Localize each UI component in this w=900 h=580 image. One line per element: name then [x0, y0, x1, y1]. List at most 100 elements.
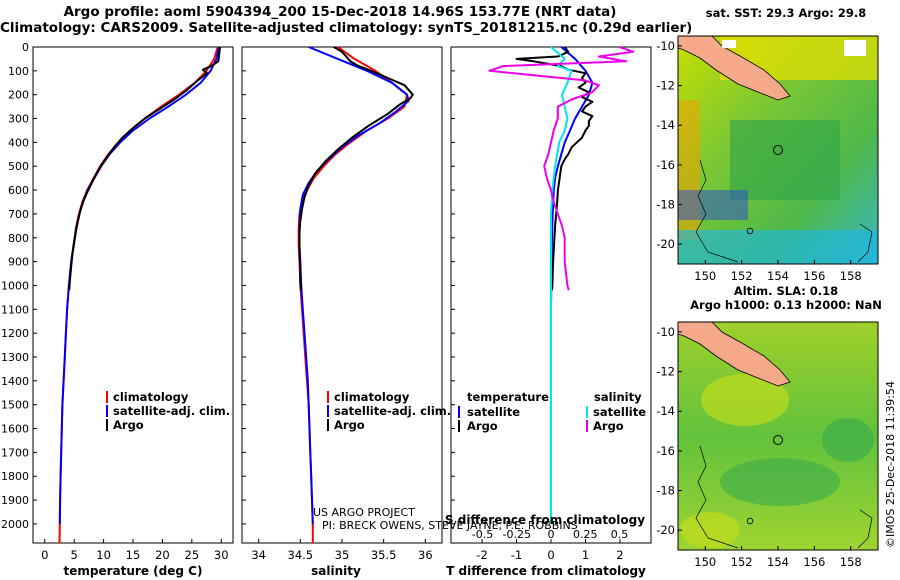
x-tick-label: 0: [41, 548, 48, 562]
map-y-tick-label: -10: [656, 325, 675, 339]
map-x-tick-label: 154: [767, 555, 789, 569]
map-y-tick-label: -14: [656, 118, 675, 132]
legend-satellite-label: satellite-adj. clim.: [113, 404, 230, 418]
y-tick-label: 1600: [1, 423, 29, 436]
x-tick-label: 2: [616, 548, 623, 562]
sla-argo-location: [773, 435, 783, 445]
map-y-tick-label: -18: [656, 198, 675, 212]
y-tick-label: 1700: [1, 446, 29, 459]
sla-map: 150 152 154 156 158 -10 -12 -14 -16 -18 -20: [656, 321, 879, 569]
sst-shelf-contour: [695, 159, 739, 263]
series-salinity-argo: [488, 46, 635, 291]
sla-map-title-1: Altim. SLA: 0.18: [733, 284, 839, 298]
map-x-tick-label: 156: [803, 555, 825, 569]
temperature-xlabel: temperature (deg C): [64, 564, 203, 578]
map-y-tick-label: -16: [656, 158, 675, 172]
y-tick-label: 1000: [1, 279, 29, 292]
y-tick-label: 900: [8, 256, 29, 269]
sst-blue-strip: [678, 190, 748, 220]
map-x-tick-label: 154: [767, 269, 789, 283]
legend-satellite-label: satellite-adj. clim.: [334, 404, 451, 418]
legend-argo-label: Argo: [113, 418, 144, 432]
x-tick-label: 34.5: [288, 548, 314, 562]
x-tick-label: 20: [155, 548, 170, 562]
x-tick-label: 0: [547, 548, 554, 562]
difference-xlabel: T difference from climatology: [446, 564, 646, 578]
y-tick-label: 1100: [1, 303, 29, 316]
x-tick-label: 35: [335, 548, 350, 562]
map-x-tick-label: 158: [840, 555, 862, 569]
x-tick-label: 25: [185, 548, 200, 562]
legend-temperature-header: temperature: [467, 390, 549, 404]
x-tick-label: 34: [251, 548, 266, 562]
y-tick-label: 2000: [1, 518, 29, 531]
temperature-plot-frame: [32, 46, 234, 544]
sla-coast-land: [677, 321, 791, 387]
difference-panel: -2 -1 0 1 2 -0.5 -0.25 0 0.25 0.5 S difference fr…: [445, 46, 652, 578]
series-satellite-adj-clim-: [298, 46, 410, 524]
sla-secondary-marker: [746, 517, 754, 525]
map-x-tick-label: 152: [731, 555, 753, 569]
x-tick-label: 36: [418, 548, 433, 562]
y-tick-label: 1200: [1, 327, 29, 340]
map-y-tick-label: -18: [656, 484, 675, 498]
y-tick-label: 100: [8, 65, 29, 78]
sst-cloud-1: [844, 40, 866, 56]
map-y-tick-label: -12: [656, 79, 675, 93]
legend-salinity-header: salinity: [594, 390, 642, 404]
credit-line-1: US ARGO PROJECT: [313, 506, 415, 519]
legend-s-satellite-label: satellite: [593, 405, 646, 419]
x-tick-label: -2: [476, 548, 487, 562]
x-tick-label: 5: [71, 548, 78, 562]
y-tick-label: 500: [8, 160, 29, 173]
x-tick-label: 35.5: [371, 548, 397, 562]
legend-t-argo-label: Argo: [467, 419, 498, 433]
map-x-tick-label: 150: [694, 269, 716, 283]
salinity-diff-tick-label: -0.25: [503, 528, 531, 541]
y-tick-label: 1500: [1, 399, 29, 412]
sst-cloud-2: [722, 40, 736, 48]
title-line-2: Climatology: CARS2009. Satellite-adjuste…: [0, 20, 693, 36]
salinity-xlabel: salinity: [311, 564, 361, 578]
salinity-plot-frame: [241, 46, 443, 544]
map-y-tick-label: -20: [656, 237, 675, 251]
series-salinity-satellite: [550, 46, 573, 524]
difference-top-xlabel: S difference from climatology: [445, 513, 645, 527]
x-tick-label: 30: [214, 548, 229, 562]
sla-anomaly-blob-2: [822, 418, 874, 462]
salinity-diff-tick-label: 0.25: [573, 528, 598, 541]
sst-coast-land: [677, 35, 791, 101]
map-y-tick-label: -14: [656, 404, 675, 418]
sst-cool-patch: [730, 120, 840, 200]
title-line-1: Argo profile: aoml 5904394_200 15-Dec-20…: [63, 4, 617, 20]
x-tick-label: 10: [96, 548, 111, 562]
y-tick-label: 400: [8, 136, 29, 149]
temperature-panel: 0100200300400500600700800900100011001200…: [1, 41, 234, 578]
difference-legend: temperature salinity satellite Argo sate…: [458, 390, 646, 433]
legend-climatology-label: climatology: [113, 390, 189, 404]
y-tick-label: 1800: [1, 470, 29, 483]
timestamp: ©IMOS 25-Dec-2018 11:39:54: [884, 381, 897, 548]
y-tick-label: 800: [8, 232, 29, 245]
sst-reef-contour: [857, 223, 873, 263]
sla-anomaly-blob-4: [680, 512, 740, 548]
x-tick-label: 1: [582, 548, 589, 562]
map-y-tick-label: -20: [656, 523, 675, 537]
map-y-tick-label: -10: [656, 39, 675, 53]
y-tick-label: 1900: [1, 494, 29, 507]
series-climatology: [297, 46, 408, 543]
series-climatology: [58, 46, 219, 544]
sla-reef-contour: [857, 509, 873, 549]
x-tick-label: 15: [126, 548, 141, 562]
legend-s-argo-label: Argo: [593, 419, 624, 433]
x-tick-label: -1: [511, 548, 522, 562]
salinity-diff-tick-label: 0.5: [611, 528, 629, 541]
sst-map-title: sat. SST: 29.3 Argo: 29.8: [705, 6, 867, 20]
salinity-diff-tick-label: -0.5: [472, 528, 493, 541]
map-x-tick-label: 156: [803, 269, 825, 283]
sst-map: 150 152 154 156 158 -10 -12 -14 -16 -18 -20: [656, 35, 879, 283]
temperature-legend: climatology satellite-adj. clim. Argo: [106, 390, 230, 432]
salinity-legend: climatology satellite-adj. clim. Argo: [327, 390, 451, 432]
series-satellite-adj-clim-: [58, 46, 220, 524]
